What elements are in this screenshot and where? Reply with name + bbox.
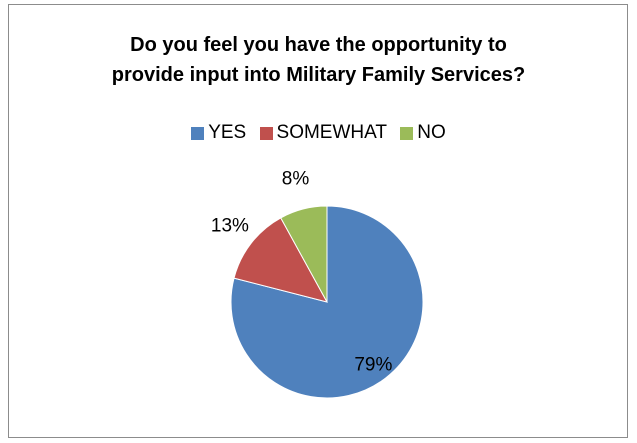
legend-item-no: NO xyxy=(400,122,446,144)
pie-slice-no xyxy=(280,205,328,303)
legend-item-somewhat: SOMEWHAT xyxy=(259,122,387,144)
data-label-yes: 79% xyxy=(354,355,392,376)
pie-slice-somewhat xyxy=(233,217,328,303)
legend-swatch-no xyxy=(400,126,414,140)
legend-label-no: NO xyxy=(417,122,446,143)
legend-item-yes: YES xyxy=(191,122,246,144)
chart-title-line-2: provide input into Military Family Servi… xyxy=(111,64,526,86)
legend-swatch-yes xyxy=(191,126,205,140)
legend-swatch-somewhat xyxy=(259,126,273,140)
pie-slice-yes xyxy=(230,205,424,399)
data-label-no: 8% xyxy=(282,168,310,189)
chart-title-line-1: Do you feel you have the opportunity to xyxy=(130,34,507,56)
legend-label-yes: YES xyxy=(208,122,247,143)
chart-legend: YES SOMEWHAT NO xyxy=(0,122,637,146)
data-label-somewhat: 13% xyxy=(211,216,249,237)
legend-label-somewhat: SOMEWHAT xyxy=(276,122,387,143)
chart-title: Do you feel you have the opportunity to … xyxy=(0,30,637,90)
